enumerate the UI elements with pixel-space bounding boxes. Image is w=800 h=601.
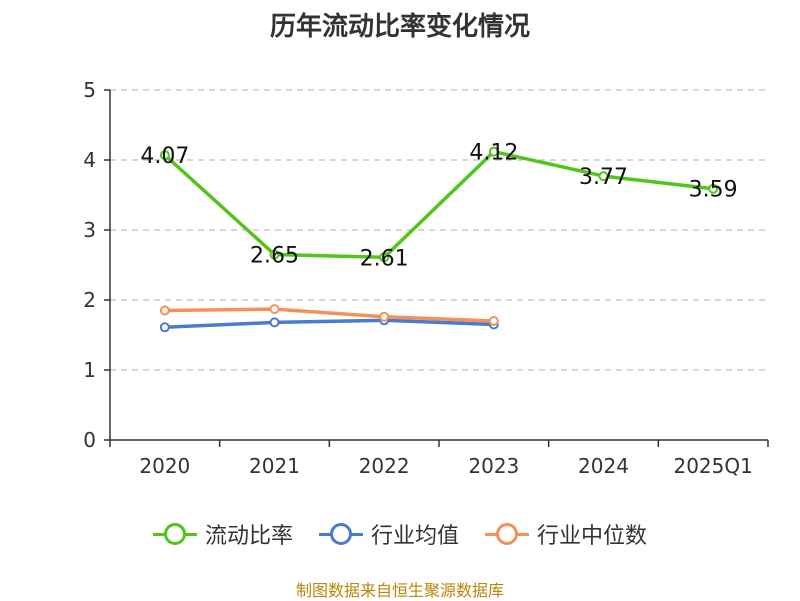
data-label: 2.65 xyxy=(250,244,299,269)
data-point xyxy=(488,146,499,157)
data-point xyxy=(708,183,719,194)
legend-item-series-2[interactable]: 行业中位数 xyxy=(485,518,647,550)
data-point xyxy=(379,311,390,322)
chart-title: 历年流动比率变化情况 xyxy=(269,12,530,42)
y-tick-label: 5 xyxy=(83,78,96,102)
legend-item-series-1[interactable]: 行业均值 xyxy=(318,518,459,550)
legend-label: 流动比率 xyxy=(204,524,293,549)
data-label: 2.61 xyxy=(360,246,409,271)
x-tick-label: 2020 xyxy=(139,454,190,478)
data-point xyxy=(159,150,170,161)
x-tick-label: 2022 xyxy=(359,454,410,478)
y-tick-label: 0 xyxy=(83,428,96,452)
legend-item-series-0[interactable]: 流动比率 xyxy=(152,518,293,550)
data-point xyxy=(159,322,170,333)
data-point xyxy=(379,252,390,263)
data-label: 3.59 xyxy=(689,178,738,203)
legend-label: 行业均值 xyxy=(370,524,459,549)
data-point xyxy=(269,304,280,315)
legend-marker-icon xyxy=(152,523,197,545)
legend-marker-icon xyxy=(318,523,363,545)
legend-marker-icon xyxy=(485,523,529,545)
data-point xyxy=(159,305,170,316)
x-tick-label: 2023 xyxy=(468,454,519,478)
data-point xyxy=(488,316,499,326)
x-tick-label: 2025Q1 xyxy=(673,454,752,478)
data-label: 4.07 xyxy=(140,144,189,169)
data-source-note: 制图数据来自恒生聚源数据库 xyxy=(295,581,504,600)
x-tick-label: 2024 xyxy=(578,454,629,478)
data-point xyxy=(598,171,609,182)
data-point xyxy=(269,317,280,328)
y-tick-label: 1 xyxy=(83,358,96,382)
legend-label: 行业中位数 xyxy=(537,524,648,549)
legend: 流动比率 行业均值 行业中位数 xyxy=(0,518,800,550)
y-tick-label: 3 xyxy=(83,218,96,242)
y-tick-label: 2 xyxy=(83,288,96,312)
data-point xyxy=(269,249,280,260)
data-label: 3.77 xyxy=(579,165,628,190)
y-tick-label: 4 xyxy=(83,148,96,172)
data-label: 4.12 xyxy=(469,141,518,166)
series-line-2 xyxy=(164,307,494,323)
series-line-1 xyxy=(164,318,494,330)
series-line-0 xyxy=(163,149,714,260)
x-tick-label: 2021 xyxy=(249,454,300,478)
